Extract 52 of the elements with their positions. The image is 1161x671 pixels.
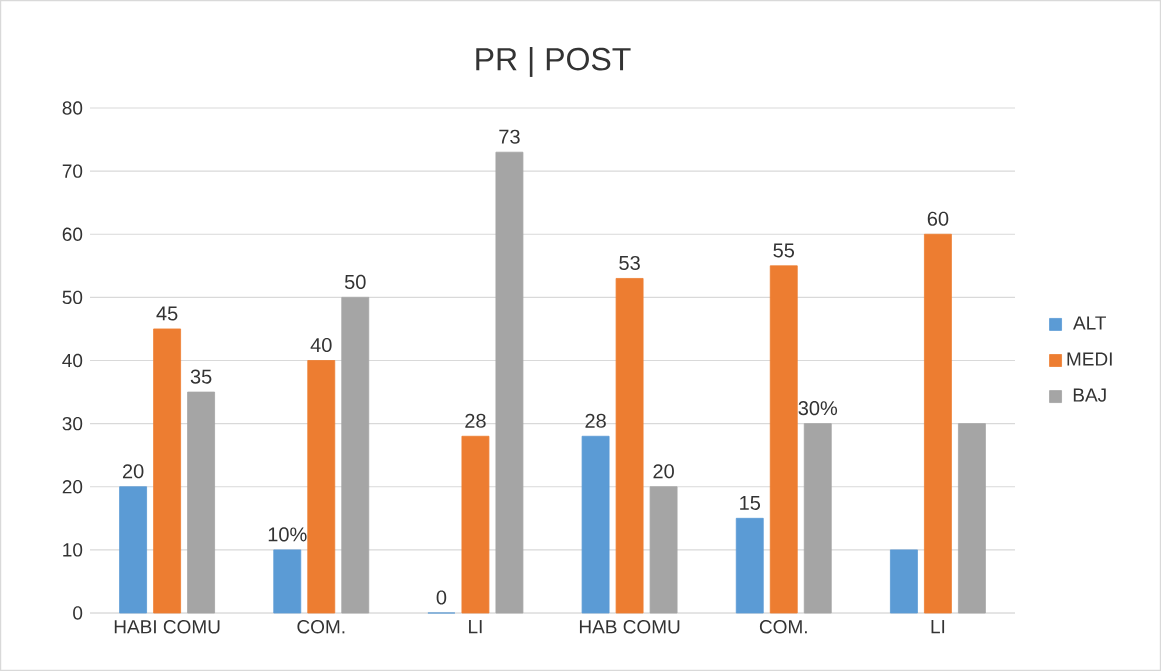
data-label: 35 — [190, 369, 212, 384]
bar — [924, 233, 952, 614]
y-tick-label: 80 — [62, 101, 83, 115]
bar — [890, 549, 918, 614]
data-label: 50 — [344, 274, 366, 289]
y-tick-label: 50 — [62, 290, 83, 305]
data-label: 28 — [585, 413, 606, 428]
bar — [341, 296, 370, 614]
data-label: 53 — [619, 255, 640, 271]
data-label: 10% — [268, 527, 307, 542]
y-tick-label: 60 — [62, 227, 83, 241]
x-tick-label: LI — [931, 620, 945, 634]
data-label: 73 — [499, 129, 520, 144]
legend-label: BAJ — [1073, 388, 1106, 402]
y-tick-label: 40 — [62, 353, 83, 368]
data-label: 20 — [122, 464, 144, 479]
data-label: 30% — [798, 401, 838, 416]
bar — [803, 423, 832, 614]
y-tick-label: 0 — [73, 606, 83, 620]
legend-label: MEDI — [1067, 352, 1112, 366]
data-label: 15 — [740, 495, 761, 510]
chart-title: PR | POST — [476, 46, 631, 77]
bar — [273, 549, 302, 614]
x-tick-label: HAB COMU — [579, 620, 680, 634]
y-tick-label: 20 — [62, 480, 83, 494]
x-tick-label: COM. — [759, 620, 807, 634]
data-label: 60 — [927, 211, 949, 226]
legend-label: ALT — [1073, 316, 1106, 330]
x-tick-label: COM. — [297, 620, 345, 634]
y-tick-label: 70 — [62, 164, 83, 178]
bar — [649, 486, 678, 614]
bar — [615, 278, 644, 614]
data-label: 40 — [310, 337, 332, 353]
y-tick-label: 10 — [63, 543, 83, 557]
bar — [119, 486, 147, 614]
bar — [153, 328, 181, 614]
bar — [495, 151, 524, 614]
data-label: 20 — [653, 464, 674, 479]
bar — [958, 423, 986, 614]
bar — [461, 435, 490, 614]
bar — [307, 360, 336, 614]
data-label: 28 — [465, 413, 486, 428]
bar — [769, 265, 798, 614]
data-label: 55 — [773, 243, 795, 258]
x-tick-label: HABI COMU — [114, 620, 220, 634]
bar — [187, 391, 215, 614]
data-label: 45 — [156, 306, 178, 321]
y-tick-label: 30 — [62, 416, 83, 431]
bar — [735, 517, 764, 614]
data-label: 0 — [436, 590, 447, 605]
bar — [581, 435, 610, 614]
x-tick-label: LI — [469, 620, 482, 634]
